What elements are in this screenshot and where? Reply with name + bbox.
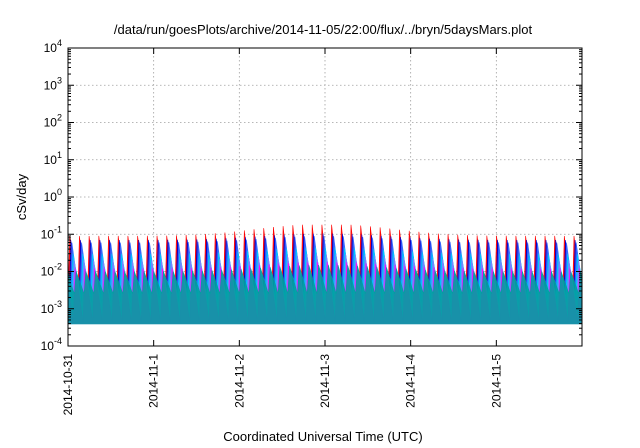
chart-title: /data/run/goesPlots/archive/2014-11-05/2… [114, 22, 533, 37]
x-tick-label: 2014-10-31 [61, 354, 75, 416]
series-layer [67, 224, 583, 347]
y-tick-label: 10-2 [41, 262, 62, 279]
x-tick-label: 2014-11-5 [489, 354, 503, 408]
y-tick-label: 10-1 [41, 224, 62, 241]
y-tick-label: 103 [44, 75, 62, 92]
x-tick-label: 2014-11-2 [232, 354, 246, 408]
series-floor-mask [68, 324, 582, 346]
x-tick-label: 2014-11-3 [318, 354, 332, 408]
x-tick-labels: 2014-10-31 2014-11-1 2014-11-2 2014-11-3 201… [61, 354, 503, 416]
y-tick-label: 100 [44, 187, 62, 204]
y-tick-label: 104 [44, 38, 62, 55]
y-tick-labels: 104 103 102 101 100 10-1 10-2 10-3 10-4 [41, 38, 62, 353]
x-tick-label: 2014-11-4 [404, 354, 418, 408]
x-axis-label: Coordinated Universal Time (UTC) [223, 429, 422, 444]
ticks [67, 47, 582, 347]
y-tick-label: 102 [44, 113, 62, 130]
x-tick-label: 2014-11-1 [147, 354, 161, 408]
y-tick-label: 10-4 [41, 336, 62, 353]
y-tick-label: 10-3 [41, 299, 62, 316]
y-axis-label: cSv/day [14, 173, 29, 220]
y-tick-label: 101 [44, 150, 62, 167]
